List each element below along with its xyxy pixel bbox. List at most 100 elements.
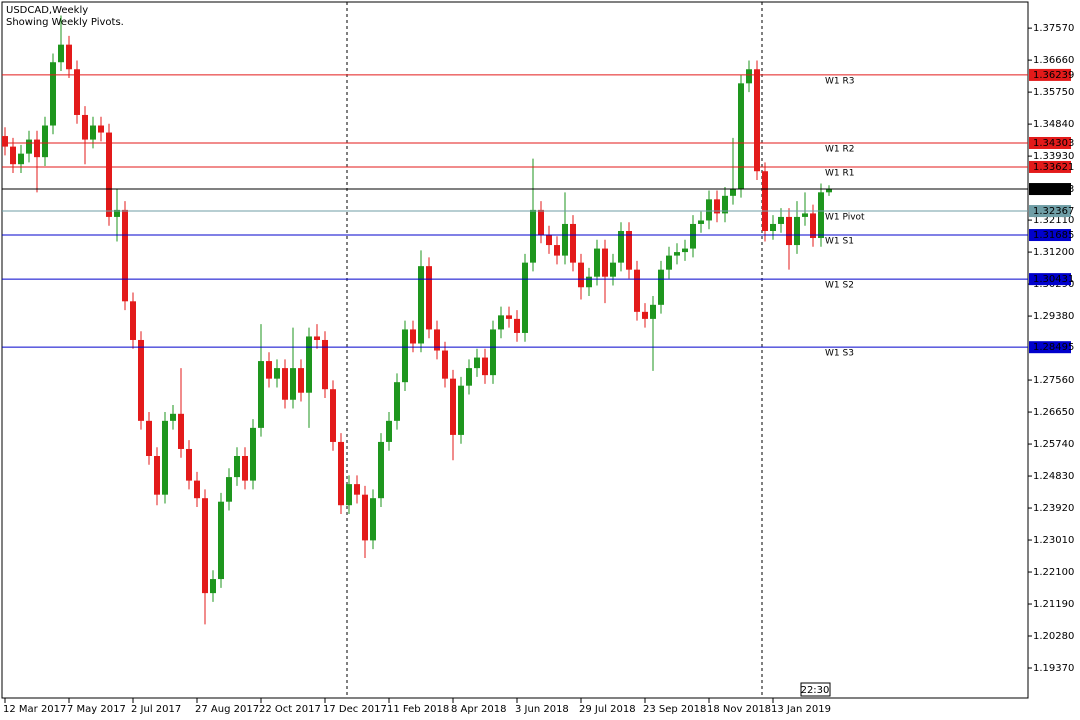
candle-body xyxy=(210,579,216,594)
candle-body xyxy=(618,230,624,263)
x-tick-label: 18 Nov 2018 xyxy=(707,704,771,715)
candle-body xyxy=(98,125,104,133)
candle-body xyxy=(602,248,608,277)
candle-body xyxy=(786,216,792,246)
candle-body xyxy=(442,350,448,379)
y-tick-label: 1.31200 xyxy=(1033,247,1074,258)
candle-body xyxy=(218,501,224,580)
candle-body xyxy=(522,262,528,333)
candle-body xyxy=(122,209,128,302)
candle-body xyxy=(666,255,672,270)
candle-body xyxy=(58,44,64,63)
pivot-name: W1 R1 xyxy=(825,168,854,178)
candle-body xyxy=(258,361,264,428)
pivot-price: 1.33621 xyxy=(1033,162,1074,173)
x-tick-label: 8 Apr 2018 xyxy=(451,704,506,715)
candle-body xyxy=(226,477,232,502)
candle-body xyxy=(514,318,520,333)
candle-body xyxy=(538,209,544,235)
pivot-price-box xyxy=(1029,160,1071,173)
candle-body xyxy=(810,213,816,239)
plot-frame xyxy=(1,1,1029,699)
y-tick-label: 1.19370 xyxy=(1033,663,1074,674)
pivot-name: W1 R2 xyxy=(825,144,854,154)
candle-body xyxy=(282,368,288,400)
candle-body xyxy=(234,456,240,478)
y-tick-label: 1.36660 xyxy=(1033,55,1074,66)
y-tick-label: 1.29380 xyxy=(1033,311,1074,322)
pivot-name: W1 Pivot xyxy=(825,213,865,223)
candle-body xyxy=(570,223,576,263)
candle-body xyxy=(746,69,752,84)
candle-body xyxy=(434,329,440,351)
x-tick-label: 29 Jul 2018 xyxy=(579,704,636,715)
candle-body xyxy=(106,132,112,217)
candle-body xyxy=(90,125,96,140)
x-tick-label: 13 Jan 2019 xyxy=(771,704,831,715)
candle-body xyxy=(530,209,536,263)
candle-body xyxy=(554,245,560,256)
candle-body xyxy=(418,266,424,344)
candle-body xyxy=(690,223,696,249)
x-tick-label: 12 Mar 2017 xyxy=(3,704,66,715)
candle-body xyxy=(306,336,312,393)
chart-title: USDCAD,Weekly xyxy=(6,5,88,16)
candle-body xyxy=(794,216,800,246)
candle-body xyxy=(170,413,176,421)
candle-body xyxy=(314,336,320,340)
y-tick-label: 1.34840 xyxy=(1033,119,1074,130)
candle-body xyxy=(114,209,120,217)
candle-body xyxy=(394,382,400,421)
candle-body xyxy=(354,484,360,495)
y-tick-label: 1.35750 xyxy=(1033,87,1074,98)
candle-body xyxy=(18,153,24,165)
pivot-price: 1.28495 xyxy=(1033,342,1074,353)
candle-body xyxy=(594,248,600,277)
candle-body xyxy=(730,188,736,196)
x-tick-label: 23 Sep 2018 xyxy=(643,704,706,715)
candle-body xyxy=(490,329,496,376)
candle-body xyxy=(202,498,208,594)
candle-body xyxy=(162,420,168,495)
candle-body xyxy=(586,276,592,288)
candle-body xyxy=(42,125,48,158)
candle-body xyxy=(722,195,728,214)
time-box xyxy=(800,682,831,697)
x-tick-label: 2 Jul 2017 xyxy=(131,704,181,715)
candle-body xyxy=(34,139,40,158)
candle-body xyxy=(658,269,664,305)
candle-body xyxy=(506,315,512,319)
candle-body xyxy=(674,252,680,256)
y-tick-label: 1.20280 xyxy=(1033,631,1074,642)
pivot-price: 1.34303 xyxy=(1033,138,1074,149)
candle-body xyxy=(474,357,480,369)
candle-body xyxy=(266,361,272,379)
x-tick-label: 7 May 2017 xyxy=(67,704,126,715)
candle-body xyxy=(562,223,568,256)
candle-body xyxy=(754,69,760,172)
pivot-price-box xyxy=(1029,341,1071,354)
pivot-price: 1.32367 xyxy=(1033,206,1074,217)
y-tick-label: 1.24830 xyxy=(1033,471,1074,482)
candle-body xyxy=(650,304,656,319)
candle-body xyxy=(826,189,832,193)
candle-body xyxy=(2,136,8,147)
candle-body xyxy=(74,69,80,115)
candle-body xyxy=(370,498,376,541)
candle-body xyxy=(546,234,552,246)
candle-body xyxy=(778,216,784,224)
candle-body xyxy=(642,311,648,319)
candle-body xyxy=(290,368,296,400)
pivot-price: 1.36239 xyxy=(1033,70,1074,81)
pivot-price-box xyxy=(1029,68,1071,81)
last-price: 1.32993 xyxy=(1033,184,1074,195)
candle-body xyxy=(26,139,32,154)
candle-body xyxy=(186,448,192,481)
y-tick-label: 1.33930 xyxy=(1033,151,1074,162)
candle-body xyxy=(738,83,744,189)
candle-body xyxy=(402,329,408,383)
candle-body xyxy=(154,456,160,495)
y-tick-label: 1.27560 xyxy=(1033,375,1074,386)
candle-body xyxy=(194,480,200,499)
